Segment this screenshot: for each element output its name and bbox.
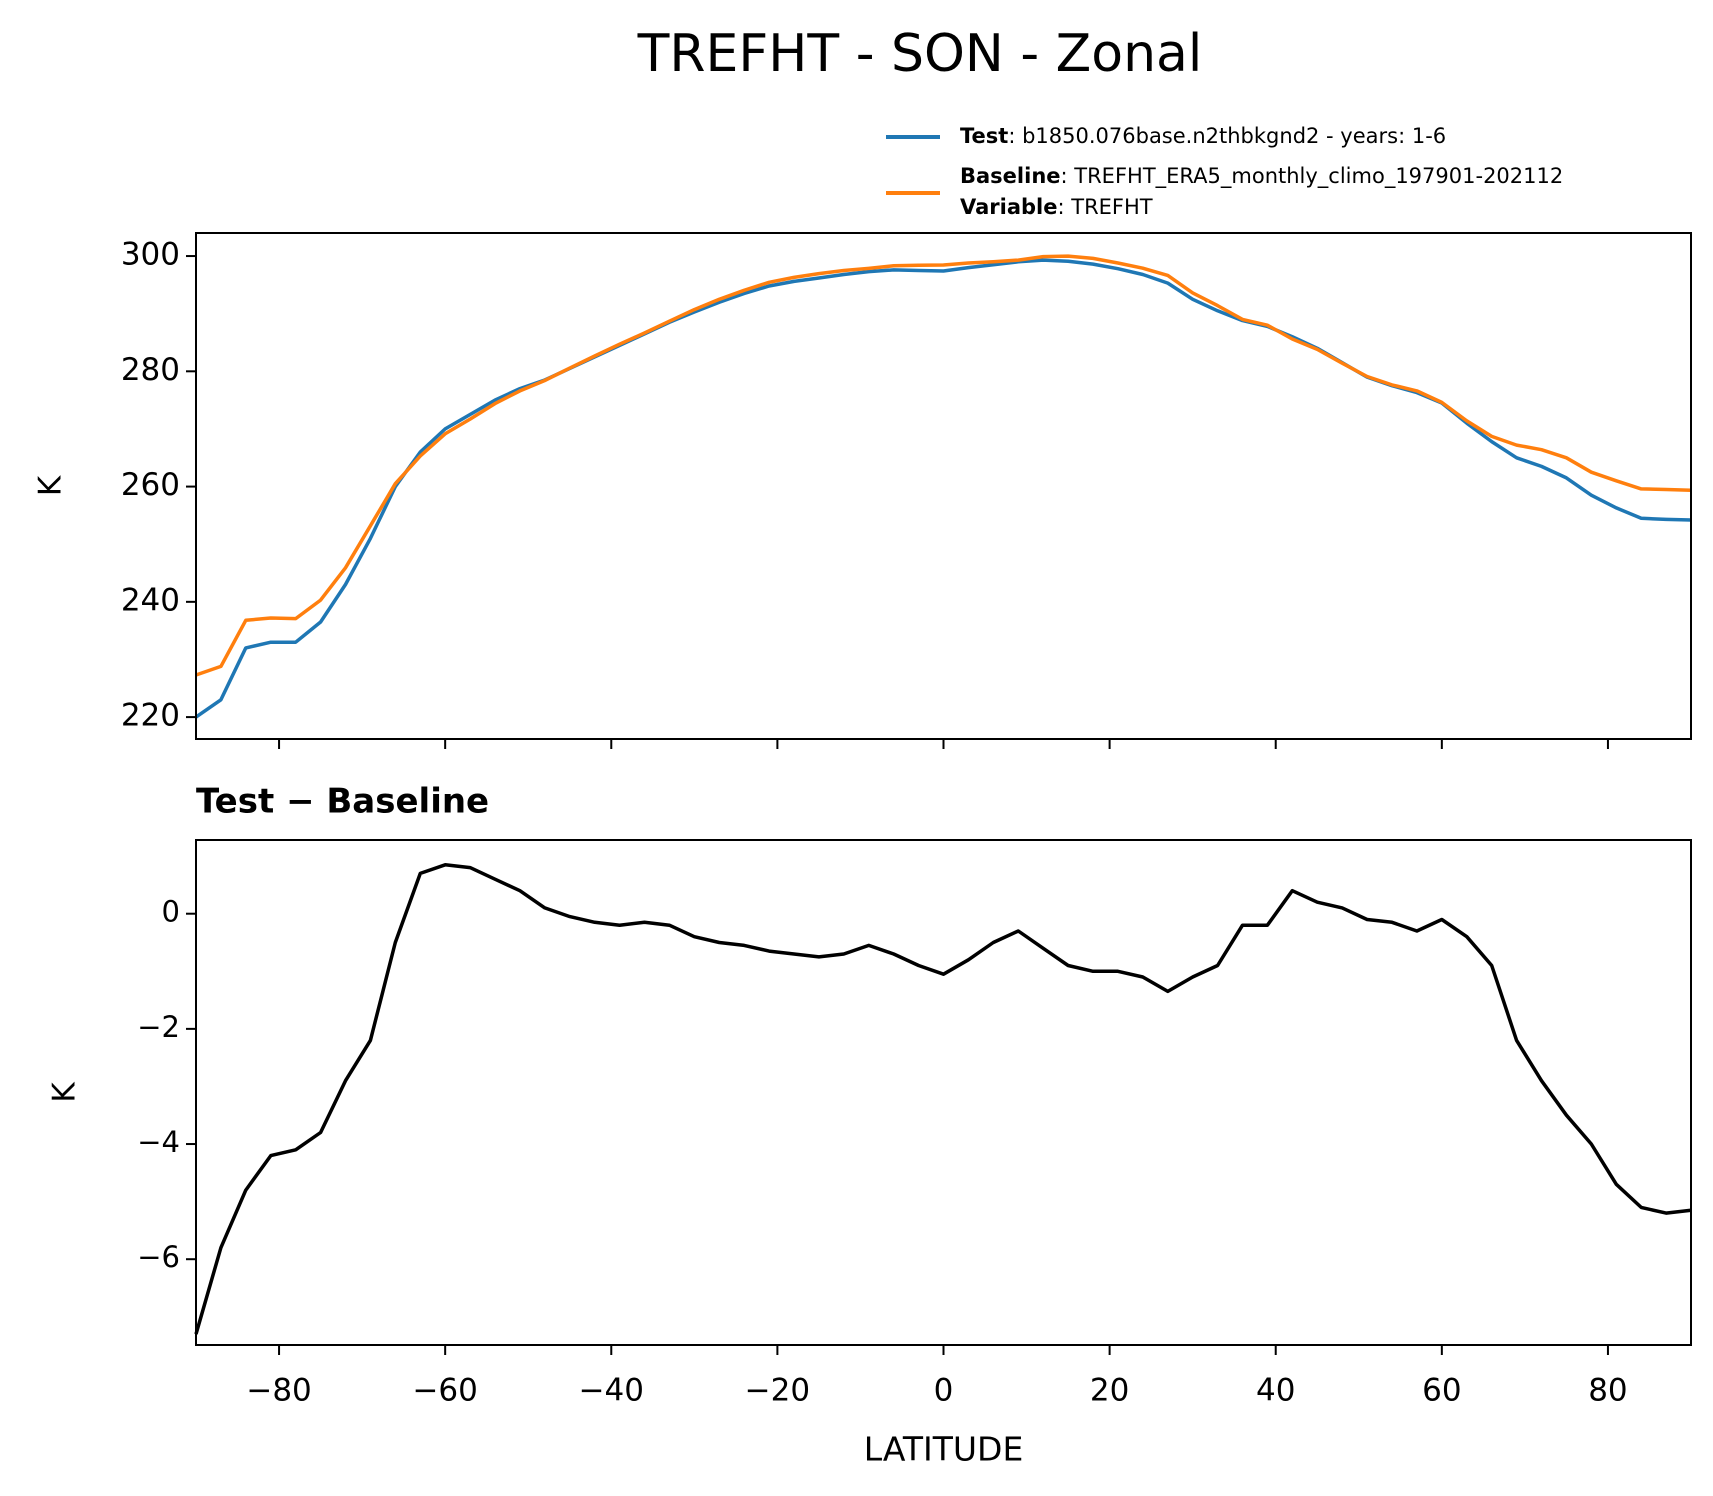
- subplot-title: Test − Baseline: [196, 782, 489, 822]
- x-tick-label: 40: [1256, 1373, 1295, 1409]
- x-tick-label: −20: [745, 1373, 810, 1409]
- legend-description: : TREFHT: [1057, 195, 1152, 219]
- x-tick-label: 80: [1588, 1373, 1627, 1409]
- y-tick-label: 240: [121, 582, 180, 618]
- data-line: [194, 863, 1692, 1335]
- y-tick-label: 300: [121, 237, 180, 273]
- y-tick-label: −2: [137, 1010, 180, 1044]
- data-line: [195, 254, 1692, 677]
- legend-name: Variable: [960, 195, 1057, 219]
- x-tick-label: 0: [934, 1373, 954, 1409]
- legend-entry: Test: b1850.076base.n2thbkgnd2 - years: …: [960, 124, 1446, 148]
- legend-name: Test: [960, 124, 1008, 148]
- x-tick-label: −60: [412, 1373, 477, 1409]
- y-tick-label: −6: [137, 1240, 180, 1274]
- y-tick-label: 260: [121, 467, 180, 503]
- x-tick-label: 60: [1422, 1373, 1461, 1409]
- x-tick-label: −80: [246, 1373, 311, 1409]
- x-axis-label: LATITUDE: [864, 1430, 1024, 1469]
- legend-name: Baseline: [960, 164, 1061, 188]
- y-axis-label: K: [47, 1082, 83, 1103]
- legend-entry: Baseline: TREFHT_ERA5_monthly_climo_1979…: [960, 164, 1563, 189]
- y-tick-label: 0: [162, 895, 180, 929]
- x-tick-label: 20: [1090, 1373, 1129, 1409]
- legend-description: : TREFHT_ERA5_monthly_climo_197901-20211…: [1061, 164, 1564, 189]
- x-tick-label: −40: [579, 1373, 644, 1409]
- legend-entry: Variable: TREFHT: [960, 195, 1153, 219]
- y-tick-label: −4: [137, 1125, 180, 1159]
- y-tick-label: 220: [121, 698, 180, 734]
- legend-description: : b1850.076base.n2thbkgnd2 - years: 1-6: [1008, 124, 1446, 148]
- y-axis-label: K: [33, 475, 69, 496]
- figure-title: TREFHT - SON - Zonal: [637, 24, 1203, 84]
- y-tick-label: 280: [121, 352, 180, 388]
